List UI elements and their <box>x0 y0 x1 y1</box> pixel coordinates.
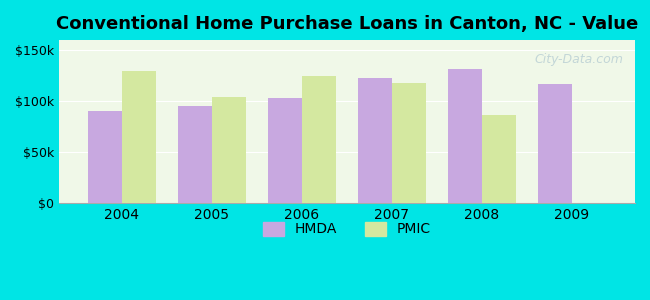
Bar <box>302 76 336 203</box>
Text: City-Data.com: City-Data.com <box>534 53 623 66</box>
Legend: HMDA, PMIC: HMDA, PMIC <box>257 216 437 242</box>
Bar <box>482 115 516 203</box>
Bar <box>538 84 572 203</box>
Bar <box>358 78 392 203</box>
Bar <box>268 98 302 203</box>
Bar <box>212 97 246 203</box>
Bar <box>392 83 426 203</box>
Bar <box>448 69 482 203</box>
Bar <box>178 106 212 203</box>
Bar <box>88 112 122 203</box>
Bar <box>122 71 156 203</box>
Title: Conventional Home Purchase Loans in Canton, NC - Value: Conventional Home Purchase Loans in Cant… <box>56 15 638 33</box>
